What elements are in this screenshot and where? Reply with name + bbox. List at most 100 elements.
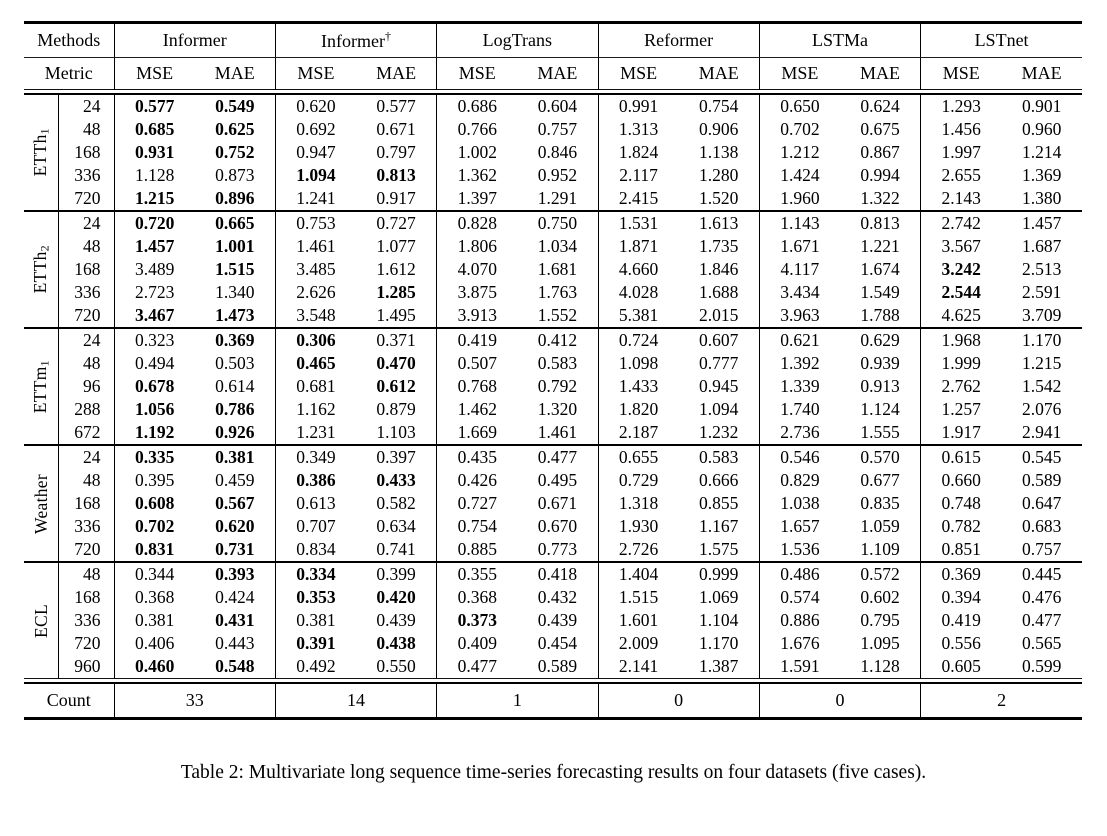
table-row: ETTh1 24 0.577 0.549 0.620 0.577 0.686 0.604 0.9… bbox=[24, 94, 1082, 177]
value-cell: 0.885 bbox=[436, 538, 518, 562]
table-row: 168 0.931 0.752 0.947 0.797 1.002 0.846 1.824 1.… bbox=[24, 141, 1082, 164]
value-cell: 0.572 bbox=[839, 561, 921, 586]
value-cell: 1.806 bbox=[436, 235, 518, 258]
value-cell: 0.768 bbox=[436, 375, 518, 398]
value-cell: 1.473 bbox=[215, 305, 255, 326]
subscript: 1 bbox=[37, 128, 52, 135]
horizon-cell: 960 bbox=[57, 655, 115, 679]
value-cell: 0.420 bbox=[376, 587, 416, 608]
value-cell: 1.128 bbox=[860, 656, 900, 677]
value-cell: 0.369 bbox=[920, 561, 1002, 586]
value-cell: 0.777 bbox=[699, 353, 739, 374]
value-cell: 1.221 bbox=[860, 236, 900, 257]
value-cell: 1.094 bbox=[699, 399, 739, 420]
value-cell: 1.387 bbox=[699, 656, 739, 677]
value-cell: 4.117 bbox=[758, 258, 840, 281]
value-cell: 0.397 bbox=[356, 444, 437, 469]
value-cell: 0.727 bbox=[356, 210, 437, 235]
value-cell: 0.665 bbox=[194, 210, 276, 235]
value-cell: 0.754 bbox=[699, 96, 739, 117]
value-cell: 1.676 bbox=[758, 632, 840, 655]
horizon-cell: 720 bbox=[57, 538, 115, 562]
value-cell: 4.028 bbox=[597, 281, 679, 304]
value-cell: 0.720 bbox=[113, 210, 195, 235]
count-value: 2 bbox=[920, 683, 1082, 719]
horizon-cell: 24 bbox=[57, 444, 115, 469]
value-cell: 0.724 bbox=[597, 327, 679, 352]
metric-header-mse: MSE bbox=[758, 57, 840, 90]
value-cell: 0.621 bbox=[758, 327, 840, 352]
value-cell: 1.549 bbox=[860, 282, 900, 303]
value-cell: 0.748 bbox=[920, 492, 1002, 515]
value-cell: 3.467 bbox=[113, 304, 195, 328]
value-cell: 0.418 bbox=[517, 561, 598, 586]
value-cell: 1.404 bbox=[597, 561, 679, 586]
method-header-logtrans: LogTrans bbox=[436, 22, 598, 58]
value-cell: 1.103 bbox=[376, 422, 416, 443]
value-cell: 3.242 bbox=[920, 258, 1002, 281]
value-cell: 1.531 bbox=[597, 210, 679, 235]
value-cell: 0.752 bbox=[215, 142, 255, 163]
value-cell: 0.991 bbox=[597, 94, 679, 118]
value-cell: 0.620 bbox=[215, 516, 255, 537]
value-cell: 0.393 bbox=[194, 561, 276, 586]
value-cell: 1.846 bbox=[699, 259, 739, 280]
value-cell: 0.369 bbox=[194, 327, 276, 352]
horizon-cell: 720 bbox=[57, 304, 115, 328]
horizon-cell: 168 bbox=[57, 586, 115, 609]
metric-header-mae: MAE bbox=[376, 63, 417, 84]
value-cell: 1.997 bbox=[920, 141, 1002, 164]
methods-header-row: Methods Informer Informer† LogTrans Reforme… bbox=[24, 22, 1082, 58]
value-cell: 0.373 bbox=[436, 609, 518, 632]
value-cell: 0.707 bbox=[274, 515, 357, 538]
value-cell: 2.742 bbox=[920, 210, 1002, 235]
value-cell: 1.231 bbox=[274, 421, 357, 445]
value-cell: 1.591 bbox=[758, 655, 840, 679]
value-cell: 0.886 bbox=[758, 609, 840, 632]
value-cell: 0.625 bbox=[215, 119, 255, 140]
dataset-label-ettm1: ETTm1 bbox=[24, 327, 59, 445]
horizon-cell: 24 bbox=[57, 327, 115, 352]
table-row: Weather 24 0.335 0.381 0.349 0.397 0.435 0.477 0… bbox=[24, 444, 1082, 562]
metric-header-mae: MAE bbox=[860, 63, 901, 84]
value-cell: 1.657 bbox=[758, 515, 840, 538]
value-cell: 0.465 bbox=[274, 352, 357, 375]
value-cell: 1.575 bbox=[699, 539, 739, 560]
value-cell: 0.683 bbox=[1021, 516, 1062, 537]
value-cell: 0.424 bbox=[215, 587, 255, 608]
value-cell: 0.675 bbox=[860, 119, 900, 140]
method-header-lstma: LSTMa bbox=[758, 22, 921, 58]
value-cell: 2.076 bbox=[1021, 399, 1062, 420]
table-row: 336 1.128 0.873 1.094 0.813 1.362 0.952 2.117 1.… bbox=[24, 164, 1082, 187]
paper-page: Methods Informer Informer† LogTrans Reforme… bbox=[0, 21, 1107, 836]
value-cell: 0.655 bbox=[597, 444, 679, 469]
value-cell: 0.599 bbox=[1021, 656, 1062, 677]
value-cell: 0.634 bbox=[376, 516, 416, 537]
value-cell: 1.999 bbox=[920, 352, 1002, 375]
value-cell: 0.931 bbox=[113, 141, 195, 164]
value-cell: 0.896 bbox=[215, 188, 255, 209]
horizon-cell: 24 bbox=[57, 210, 115, 235]
value-cell: 2.187 bbox=[597, 421, 679, 445]
metric-header-mse: MSE bbox=[274, 57, 357, 90]
value-cell: 0.419 bbox=[920, 609, 1002, 632]
value-cell: 1.095 bbox=[860, 633, 900, 654]
horizon-cell: 336 bbox=[57, 281, 115, 304]
value-cell: 0.381 bbox=[113, 609, 195, 632]
method-header-informer: Informer bbox=[113, 22, 276, 58]
value-cell: 1.740 bbox=[758, 398, 840, 421]
value-cell: 0.432 bbox=[537, 587, 578, 608]
value-cell: 2.591 bbox=[1021, 282, 1062, 303]
value-cell: 1.515 bbox=[597, 586, 679, 609]
value-cell: 1.285 bbox=[376, 282, 416, 303]
value-cell: 1.069 bbox=[699, 587, 739, 608]
value-cell: 0.399 bbox=[356, 561, 437, 586]
value-cell: 2.626 bbox=[274, 281, 357, 304]
value-cell: 0.926 bbox=[215, 422, 255, 443]
value-cell: 0.607 bbox=[678, 327, 760, 352]
value-cell: 1.917 bbox=[920, 421, 1002, 445]
value-cell: 1.601 bbox=[597, 609, 679, 632]
horizon-cell: 168 bbox=[57, 492, 115, 515]
value-cell: 1.214 bbox=[1021, 142, 1062, 163]
value-cell: 1.369 bbox=[1021, 165, 1062, 186]
